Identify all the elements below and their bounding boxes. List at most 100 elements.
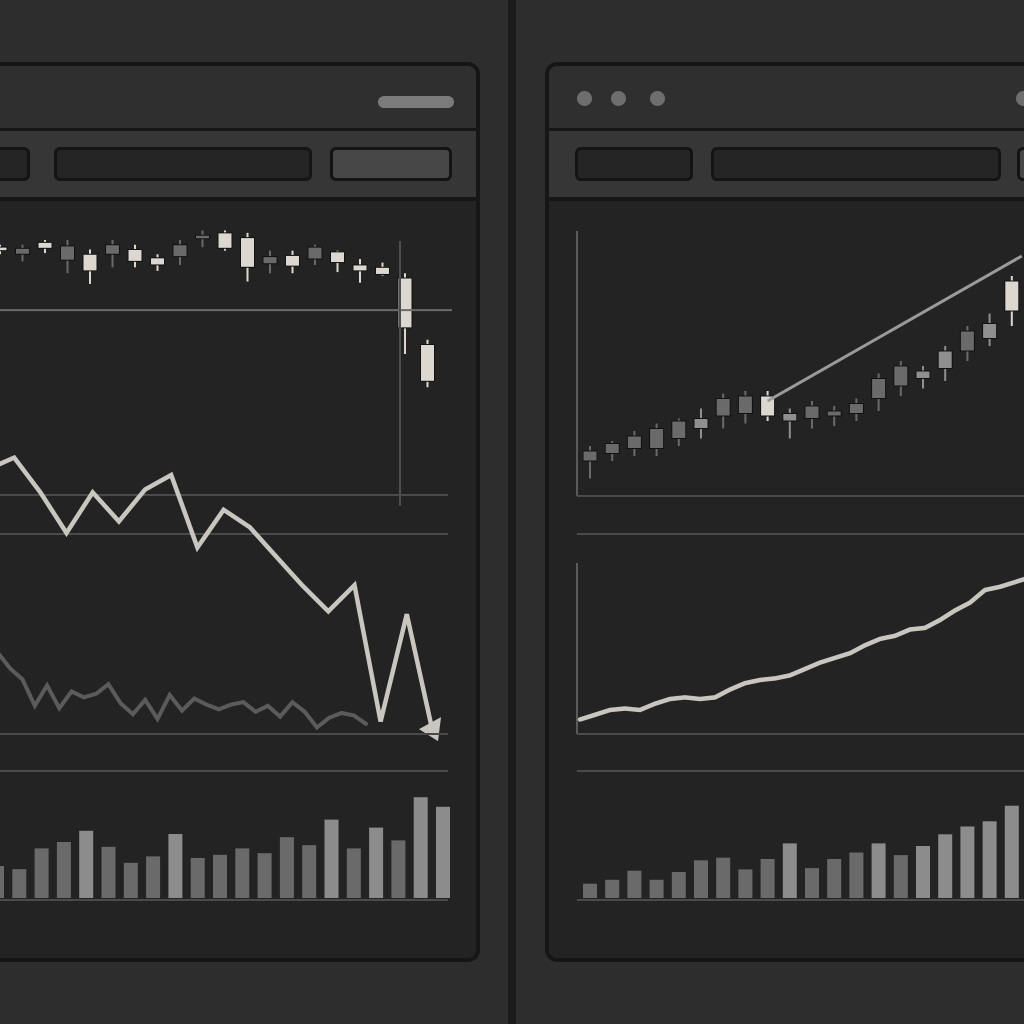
- candle-body: [982, 323, 998, 339]
- candle-body: [715, 398, 731, 417]
- right-toolbar-button[interactable]: [1017, 147, 1024, 181]
- volume-bar: [827, 859, 842, 898]
- right-title-bar[interactable]: [549, 66, 1024, 131]
- volume-bar: [760, 859, 775, 898]
- arrow-down-icon: [419, 717, 441, 742]
- window-dot-icon[interactable]: [577, 91, 592, 106]
- candle-body: [760, 395, 776, 417]
- window-dot-icon[interactable]: [1016, 91, 1024, 106]
- volume-bar: [12, 869, 27, 898]
- volume-bar: [324, 819, 339, 898]
- volume-bar: [235, 848, 250, 898]
- candle-body: [826, 410, 842, 417]
- candle-body: [330, 251, 345, 264]
- candle-body: [937, 350, 953, 369]
- candle-body: [893, 365, 909, 387]
- volume-bar: [960, 826, 975, 898]
- candle-body: [582, 450, 598, 462]
- volume-bar: [391, 840, 406, 898]
- candle-body: [804, 405, 820, 419]
- volume-bar: [916, 846, 930, 898]
- candle-body: [82, 253, 98, 272]
- window-dot-icon[interactable]: [611, 91, 626, 106]
- volume-bar: [146, 856, 161, 898]
- trend-line: [766, 254, 1023, 403]
- volume-bar: [649, 879, 664, 898]
- candle-body: [649, 428, 665, 449]
- candle-body: [737, 395, 753, 414]
- right-toolbar-field-1[interactable]: [575, 147, 693, 181]
- candle-body: [0, 246, 8, 252]
- right-charts-area: [576, 231, 1024, 901]
- volume-bar: [213, 854, 227, 898]
- volume-bar: [123, 862, 138, 898]
- candle-body: [604, 443, 620, 454]
- candle-body: [240, 237, 255, 268]
- volume-bar: [279, 837, 294, 898]
- volume-bar: [849, 852, 864, 898]
- volume-bar: [938, 834, 953, 898]
- candle-body: [693, 418, 709, 429]
- volume-bar: [369, 827, 384, 898]
- volume-bar: [782, 843, 797, 898]
- series-line-dark: [0, 652, 368, 731]
- window-dot-icon[interactable]: [650, 91, 665, 106]
- candle-body: [217, 232, 233, 249]
- candle-body: [195, 234, 210, 240]
- series-line-light: [0, 454, 436, 736]
- volume-bar: [101, 846, 116, 898]
- candle-body: [285, 254, 300, 267]
- candle-body: [352, 264, 368, 272]
- left-toolbar-button[interactable]: [330, 147, 452, 181]
- candle-body: [172, 244, 188, 258]
- candle-body: [420, 344, 435, 382]
- volume-bar: [671, 872, 686, 898]
- volume-bar: [583, 883, 597, 898]
- left-toolbar-field-2[interactable]: [54, 147, 312, 181]
- candle-body: [1004, 280, 1020, 312]
- volume-bar: [190, 858, 205, 898]
- volume-bar: [738, 869, 753, 898]
- volume-bar: [79, 830, 94, 898]
- candle-body: [671, 420, 687, 439]
- candle-body: [915, 370, 931, 379]
- window-divider: [508, 0, 516, 1024]
- candle-body: [397, 277, 413, 329]
- volume-bar: [257, 853, 272, 898]
- candle-body: [782, 413, 798, 422]
- candle-body: [150, 257, 165, 266]
- volume-bar: [982, 821, 997, 898]
- volume-bar: [1004, 805, 1019, 898]
- candle-body: [15, 247, 30, 255]
- volume-bar: [893, 855, 908, 898]
- window-handle[interactable]: [378, 96, 454, 108]
- right-chart-window: [545, 62, 1024, 962]
- left-toolbar-field-1[interactable]: [0, 147, 30, 181]
- volume-bar: [694, 860, 708, 898]
- candle-body: [626, 435, 642, 449]
- series-line-light: [577, 576, 1024, 722]
- candle-body: [871, 378, 887, 399]
- candle-body: [307, 246, 323, 260]
- volume-bar: [871, 843, 886, 898]
- volume-bar: [627, 870, 642, 898]
- volume-bar: [168, 834, 183, 898]
- candle-body: [37, 241, 53, 249]
- volume-bar: [0, 866, 4, 898]
- volume-bar: [805, 868, 819, 898]
- candle-body: [60, 245, 75, 261]
- candle-body: [848, 403, 864, 414]
- volume-bar: [716, 857, 731, 898]
- volume-bar: [413, 797, 428, 898]
- candle-body: [262, 256, 278, 265]
- left-toolbar: [0, 131, 476, 201]
- candle-body: [375, 266, 390, 275]
- right-toolbar-field-2[interactable]: [711, 147, 1001, 181]
- left-charts-area: [0, 230, 452, 901]
- volume-bar: [56, 842, 71, 898]
- volume-bar: [34, 848, 49, 898]
- volume-bar: [346, 848, 361, 898]
- left-chart-window: [0, 62, 480, 962]
- left-title-bar[interactable]: [0, 66, 476, 131]
- volume-bar: [302, 845, 317, 898]
